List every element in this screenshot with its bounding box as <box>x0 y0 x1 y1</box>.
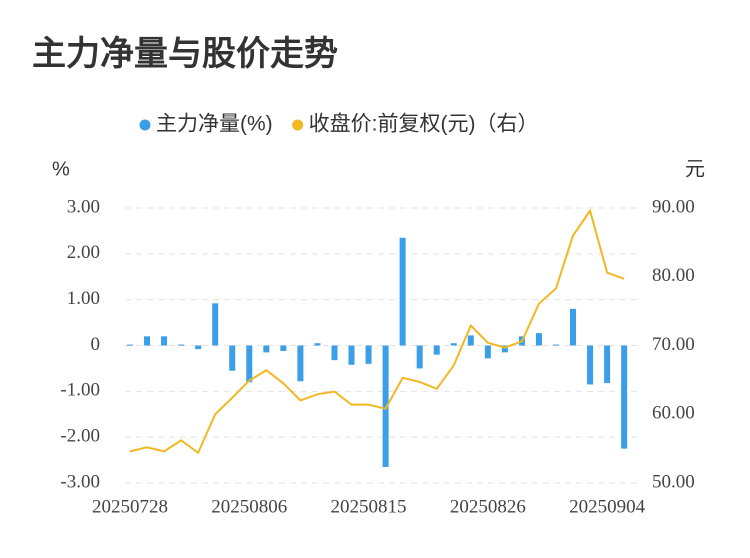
x-tick-label: 20250728 <box>92 496 168 517</box>
y-tick-label: -1.00 <box>60 380 100 401</box>
bar <box>433 345 440 355</box>
bar <box>331 345 338 361</box>
bar <box>382 345 389 467</box>
bar <box>297 345 304 382</box>
y2-tick-label: 60.00 <box>652 403 695 424</box>
y2-tick-label: 80.00 <box>652 265 695 286</box>
bar <box>246 345 253 383</box>
y-axis-title: % <box>52 158 70 180</box>
price-line <box>129 208 625 455</box>
y-tick-label: 2.00 <box>67 242 100 263</box>
y2-tick-label: 90.00 <box>652 196 695 217</box>
legend-marker <box>139 119 151 131</box>
y2-tick-label: 50.00 <box>652 471 695 492</box>
bar <box>144 336 151 346</box>
bar <box>570 308 577 346</box>
bar <box>280 345 287 351</box>
bar <box>229 345 236 371</box>
x-tick-label: 20250815 <box>331 496 407 517</box>
y-tick-label: 1.00 <box>67 288 100 309</box>
bar <box>161 336 168 346</box>
bar <box>263 345 270 353</box>
bar <box>348 345 355 365</box>
legend-label: 收盘价:前复权(元)（右） <box>309 113 539 136</box>
bar <box>195 345 202 350</box>
bar <box>450 343 457 346</box>
bar <box>467 335 474 346</box>
bar <box>587 345 594 385</box>
x-tick-label: 20250826 <box>450 496 526 517</box>
bar <box>127 344 133 346</box>
y2-axis-title: 元 <box>685 158 705 180</box>
chart-title: 主力净量与股价走势 <box>32 35 338 73</box>
bar <box>604 345 611 384</box>
y-tick-label: -3.00 <box>60 471 100 492</box>
y-tick-label: 0 <box>91 334 101 355</box>
bar <box>212 303 219 346</box>
bar <box>553 344 559 346</box>
bar <box>314 343 321 346</box>
legend-marker <box>292 119 304 131</box>
bar <box>365 345 372 364</box>
legend-label: 主力净量(%) <box>156 113 273 136</box>
bar <box>501 345 508 353</box>
y-tick-label: -2.00 <box>60 426 100 447</box>
bar <box>416 345 423 369</box>
bar <box>621 345 628 449</box>
bar <box>535 333 542 346</box>
x-tick-label: 20250904 <box>569 496 646 517</box>
bar <box>484 345 491 359</box>
y-tick-label: 3.00 <box>67 196 100 217</box>
y2-tick-label: 70.00 <box>652 334 695 355</box>
x-tick-label: 20250806 <box>211 496 287 517</box>
bar <box>178 344 185 346</box>
bar <box>399 237 406 346</box>
legend: 主力净量(%) 收盘价:前复权(元)（右） <box>139 113 539 136</box>
